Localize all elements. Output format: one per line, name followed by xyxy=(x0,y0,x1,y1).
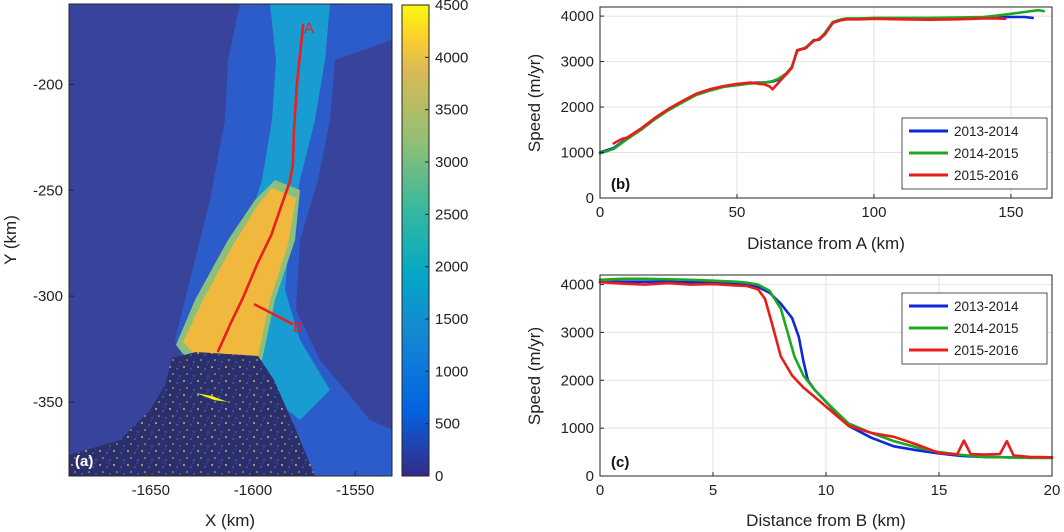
panel-a-map xyxy=(69,4,392,476)
plot-b-lines xyxy=(598,8,1046,155)
legend-c-label-2013: 2013-2014 xyxy=(954,299,1019,314)
profile-label-a: A xyxy=(304,20,314,37)
map-y-tick-label: -250 xyxy=(33,182,63,199)
colorbar-tick-label: 4000 xyxy=(435,49,468,66)
plot-c-x-tick-label: 0 xyxy=(596,482,604,499)
plot-c-legend: 2013-2014 2014-2015 2015-2016 xyxy=(901,292,1048,365)
map-x-tick-label: -1600 xyxy=(234,482,272,499)
plot-b-series-2015-2016 xyxy=(612,17,1007,145)
plot-c-y-tick-label: 4000 xyxy=(561,277,594,294)
plot-c-x-tick-label: 10 xyxy=(818,482,835,499)
colorbar-tick-label: 2500 xyxy=(435,206,468,223)
plot-b-y-label: Speed (m/yr) xyxy=(525,54,544,152)
plot-c-ticks: 0 5 10 15 20 0 1000 2000 3000 4000 xyxy=(561,277,1061,499)
legend-b-label-2014: 2014-2015 xyxy=(954,146,1019,161)
plot-b-legend: 2013-2014 2014-2015 2015-2016 xyxy=(901,117,1048,190)
plot-c-y-tick-label: 0 xyxy=(586,468,594,485)
calving-front xyxy=(69,352,315,476)
colorbar-tick-label: 4500 xyxy=(435,0,468,14)
colorbar-ticks: 0 500 1000 1500 2000 2500 3000 3500 4000 4500 xyxy=(425,0,468,485)
plot-b-x-tick-label: 50 xyxy=(729,204,746,221)
colorbar-tick-label: 3500 xyxy=(435,102,468,119)
plot-b-x-tick-label: 150 xyxy=(998,204,1023,221)
colorbar xyxy=(401,4,430,477)
map-x-tick-label: -1550 xyxy=(336,482,374,499)
plot-b-y-tick-label: 0 xyxy=(586,190,594,207)
map-y-label: Y (km) xyxy=(1,215,20,265)
plot-c-x-label: Distance from B (km) xyxy=(746,511,906,530)
profile-line-a xyxy=(216,23,305,353)
map-x-tick-label: -1650 xyxy=(132,482,170,499)
plot-c-x-tick-label: 20 xyxy=(1044,482,1061,499)
plot-b-x-label: Distance from A (km) xyxy=(747,234,905,253)
plot-c-x-tick-label: 5 xyxy=(709,482,717,499)
profile-label-b: B xyxy=(293,319,303,336)
plot-c-y-tick-label: 3000 xyxy=(561,324,594,341)
plot-c-y-label: Speed (m/yr) xyxy=(525,327,544,425)
legend-b-label-2015: 2015-2016 xyxy=(954,168,1019,183)
map-frame xyxy=(68,3,393,477)
plot-c-lines xyxy=(598,277,1054,460)
panel-b-letter: (b) xyxy=(611,176,630,193)
legend-b-label-2013: 2013-2014 xyxy=(954,124,1019,139)
plot-c-y-tick-label: 2000 xyxy=(561,372,594,389)
legend-c-label-2014: 2014-2015 xyxy=(954,321,1019,336)
colorbar-tick-label: 2000 xyxy=(435,259,468,276)
plot-b-ticks: 0 50 100 150 0 1000 2000 3000 4000 xyxy=(561,8,1024,221)
plot-c-y-tick-label: 1000 xyxy=(561,420,594,437)
map-y-tick-label: -350 xyxy=(33,394,63,411)
plot-c-series-2015-2016 xyxy=(598,280,1054,459)
plot-b-y-tick-label: 3000 xyxy=(561,54,594,71)
colorbar-tick-label: 3000 xyxy=(435,154,468,171)
plot-b-x-tick-label: 100 xyxy=(861,204,886,221)
map-axes: -1650 -1600 -1550 -200 -250 -300 -350 xyxy=(33,76,374,499)
map-y-tick-label: -300 xyxy=(33,288,63,305)
panel-a-letter: (a) xyxy=(75,453,93,470)
map-x-label: X (km) xyxy=(205,511,255,530)
colorbar-tick-label: 500 xyxy=(435,416,460,433)
panel-c-letter: (c) xyxy=(611,454,629,471)
glacier-trunk xyxy=(183,188,296,356)
plot-c-x-tick-label: 15 xyxy=(931,482,948,499)
profile-line-b xyxy=(253,303,294,325)
legend-c-label-2015: 2015-2016 xyxy=(954,343,1019,358)
plot-b-x-tick-label: 0 xyxy=(596,204,604,221)
plot-b-y-tick-label: 2000 xyxy=(561,99,594,116)
map-y-tick-label: -200 xyxy=(33,76,63,93)
colorbar-tick-label: 1500 xyxy=(435,311,468,328)
plot-b-frame xyxy=(599,6,1053,199)
plot-b-y-tick-label: 4000 xyxy=(561,8,594,25)
calving-tongue xyxy=(196,393,228,402)
colorbar-tick-label: 1000 xyxy=(435,363,468,380)
colorbar-tick-label: 0 xyxy=(435,468,443,485)
plot-b-y-tick-label: 1000 xyxy=(561,145,594,162)
